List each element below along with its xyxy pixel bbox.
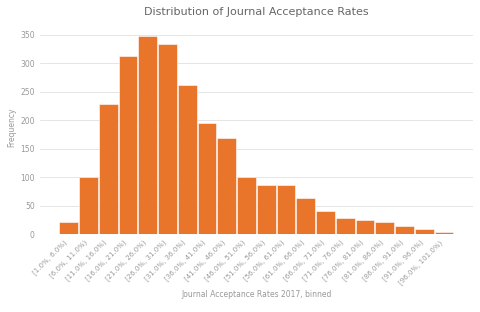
Bar xyxy=(276,185,295,234)
Bar xyxy=(198,123,216,234)
Bar xyxy=(316,211,335,234)
Bar xyxy=(178,85,197,234)
Bar xyxy=(60,222,78,234)
Bar xyxy=(395,226,414,234)
Y-axis label: Frequency: Frequency xyxy=(7,108,16,147)
Bar xyxy=(138,36,157,234)
Bar xyxy=(237,177,256,234)
Bar xyxy=(356,220,374,234)
Bar xyxy=(99,104,118,234)
X-axis label: Journal Acceptance Rates 2017, binned: Journal Acceptance Rates 2017, binned xyxy=(181,290,332,299)
Bar xyxy=(375,222,394,234)
Bar xyxy=(79,177,98,234)
Bar xyxy=(434,232,453,234)
Bar xyxy=(336,218,355,234)
Bar xyxy=(415,229,433,234)
Bar xyxy=(217,139,236,234)
Title: Distribution of Journal Acceptance Rates: Distribution of Journal Acceptance Rates xyxy=(144,7,369,17)
Bar xyxy=(158,44,177,234)
Bar xyxy=(257,185,276,234)
Bar xyxy=(119,56,137,234)
Bar xyxy=(296,198,315,234)
